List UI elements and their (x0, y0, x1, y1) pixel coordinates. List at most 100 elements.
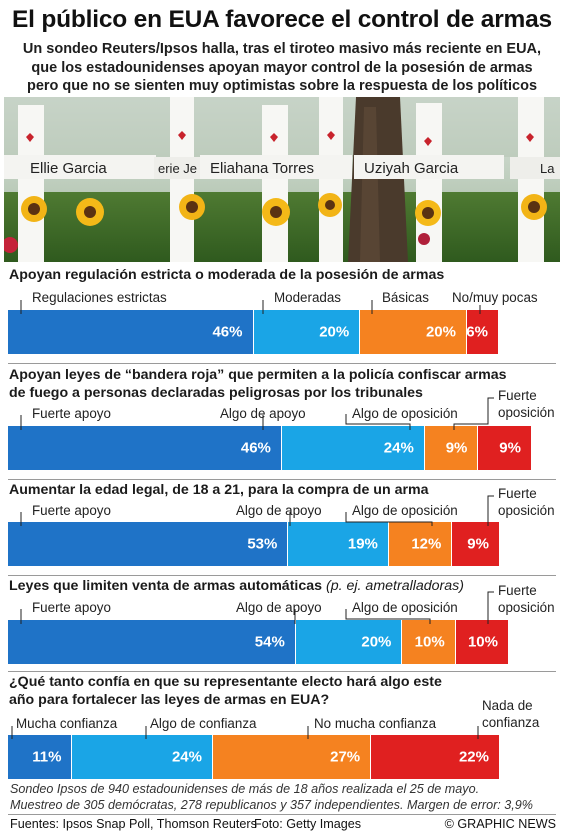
bar-value-label: 9% (467, 535, 489, 553)
chart-4-bar: 54% 20% 10% 10% (8, 620, 509, 664)
chart-2-title-line: de fuego a personas declaradas peligrosa… (9, 385, 423, 401)
footnote-line: Muestreo de 305 demócratas, 278 republic… (10, 797, 533, 812)
connector-line (345, 414, 411, 430)
bar-segment: 24% (72, 735, 213, 779)
divider (8, 575, 556, 576)
bar-segment: 19% (288, 522, 389, 566)
connector-line (345, 512, 433, 526)
footnote-line: Sondeo Ipsos de 940 estadounidenses de m… (10, 782, 480, 796)
chart-3-bar: 53% 19% 12% 9% (8, 522, 500, 566)
chart-2-title: Apoyan leyes de “bandera roja” que permi… (9, 366, 507, 402)
chart-4-title: Leyes que limiten venta de armas automát… (9, 577, 464, 595)
divider (8, 814, 556, 815)
name-label: erie Je (158, 161, 197, 176)
footnote: Sondeo Ipsos de 940 estadounidenses de m… (10, 782, 533, 813)
bar-value-label: 22% (458, 748, 489, 766)
bar-value-label: 11% (32, 748, 62, 766)
chart-2-label: Fuerte oposición (498, 388, 555, 420)
chart-5-label: Mucha confianza (16, 716, 118, 731)
bar-value-label: 24% (383, 439, 414, 457)
chart-4-title-main: Leyes que limiten venta de armas automát… (9, 578, 323, 594)
page-subtitle: Un sondeo Reuters/Ipsos halla, tras el t… (0, 40, 564, 96)
bar-value-label: 12% (411, 535, 442, 553)
chart-3-label: Algo de apoyo (236, 503, 322, 518)
name-label: La (540, 161, 555, 176)
bar-value-label: 20% (319, 323, 350, 341)
bar-value-label: 46% (240, 439, 271, 457)
chart-5-bar: 11% 24% 27% 22% (8, 735, 500, 779)
bar-value-label: 20% (361, 633, 392, 651)
bar-value-label: 10% (414, 633, 445, 651)
bar-segment: 53% (8, 522, 289, 566)
divider (8, 363, 556, 364)
chart-1-title: Apoyan regulación estricta o moderada de… (9, 267, 445, 283)
bar-value-label: 54% (254, 633, 285, 651)
chart-2-label: Fuerte apoyo (32, 406, 111, 421)
bar-segment: 22% (371, 735, 500, 779)
bar-segment: 9% (424, 426, 479, 470)
chart-4-title-note: (p. ej. ametralladoras) (326, 578, 464, 594)
bar-segment: 24% (281, 426, 425, 470)
chart-3-title: Aumentar la edad legal, de 18 a 21, para… (9, 482, 429, 498)
page-title: El público en EUA favorece el control de… (12, 6, 552, 33)
connector-line (453, 397, 494, 430)
sunflower-icon (21, 193, 547, 226)
subtitle-line: Un sondeo Reuters/Ipsos halla, tras el t… (22, 41, 542, 57)
subtitle-line: que los estadounidenses apoyan mayor con… (31, 59, 533, 76)
chart-1-label: No/muy pocas (452, 290, 538, 305)
chart-5-title-line: año para fortalecer las leyes de armas e… (9, 692, 330, 708)
chart-2-label: Algo de apoyo (220, 406, 306, 421)
bar-value-label: 9% (499, 439, 521, 457)
bar-segment: 9% (478, 426, 532, 470)
chart-5-label: Algo de confianza (150, 716, 257, 731)
bar-value-label: 10% (467, 633, 498, 651)
bar-segment: 10% (402, 620, 456, 664)
bar-value-label: 9% (445, 439, 468, 457)
chart-3-label: Fuerte oposición (498, 486, 555, 518)
bar-value-label: 19% (347, 535, 378, 553)
bar-segment: 10% (455, 620, 509, 664)
chart-4-label: Fuerte apoyo (32, 600, 111, 615)
memorial-photo: Ellie Garcia erie Je Eliahana Torres Uzi… (4, 97, 560, 262)
chart-1-bar: 46% 20% 20% 6% (8, 310, 499, 354)
chart-5-title: ¿Qué tanto confía en que su representant… (9, 673, 442, 709)
divider (8, 671, 556, 672)
chart-5-title-line: ¿Qué tanto confía en que su representant… (9, 674, 442, 690)
brand-credit: © GRAPHIC NEWS (444, 817, 556, 831)
bar-segment: 27% (213, 735, 372, 779)
bar-value-label: 20% (425, 323, 456, 341)
chart-5-label: Nada de confianza (482, 698, 540, 730)
chart-4-label: Algo de oposición (352, 600, 458, 615)
bar-segment: 9% (452, 522, 500, 566)
connector-line (487, 495, 494, 526)
name-label: Uziyah Garcia (364, 160, 459, 177)
bar-value-label: 53% (247, 535, 278, 553)
bar-segment: 6% (466, 310, 499, 354)
sources: Fuentes: Ipsos Snap Poll, Thomson Reuter… (10, 817, 257, 831)
bar-segment: 12% (388, 522, 453, 566)
bar-segment: 54% (8, 620, 296, 664)
bar-value-label: 24% (171, 748, 202, 766)
bar-segment: 20% (295, 620, 403, 664)
bar-segment: 46% (8, 310, 254, 354)
chart-2-title-line: Apoyan leyes de “bandera roja” que permi… (9, 367, 507, 383)
bar-value-label: 27% (330, 748, 361, 766)
chart-4-label: Algo de apoyo (236, 600, 322, 615)
bar-value-label: 46% (212, 323, 243, 341)
chart-1-label: Regulaciones estrictas (32, 290, 167, 305)
chart-3-label: Fuerte apoyo (32, 503, 111, 518)
name-label: Eliahana Torres (210, 160, 314, 177)
divider (8, 479, 556, 480)
bar-value-label: 6% (466, 323, 488, 341)
chart-2-label: Algo de oposición (352, 406, 458, 421)
chart-3-label: Algo de oposición (352, 503, 458, 518)
memorial-crosses-illustration: Ellie Garcia erie Je Eliahana Torres Uzi… (4, 97, 560, 262)
connector-line (345, 609, 431, 624)
subtitle-line: pero que no se sienten muy optimistas so… (26, 78, 538, 94)
bar-segment: 20% (253, 310, 361, 354)
photo-credit: Foto: Getty Images (254, 817, 362, 831)
chart-2-bar: 46% 24% 9% 9% (8, 426, 532, 470)
bar-segment: 11% (8, 735, 73, 779)
bar-segment: 20% (360, 310, 467, 354)
